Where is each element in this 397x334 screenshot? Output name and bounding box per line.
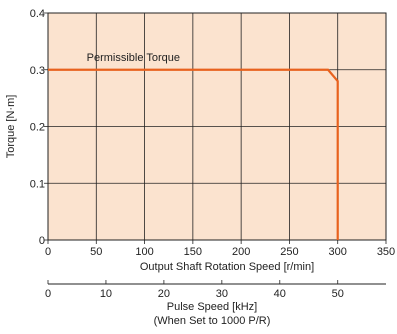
permissible-torque-annotation: Permissible Torque: [87, 52, 180, 64]
pulse-speed-axis: 0 10 20 30 40 50: [45, 280, 386, 300]
x-tick-label: 350: [377, 246, 395, 258]
pulse-tick-label: 30: [216, 288, 228, 300]
y-tick-label: 0.1: [30, 178, 45, 190]
pulse-tick-label: 50: [332, 288, 344, 300]
y-tick-labels: 0 0.1 0.2 0.3 0.4: [30, 8, 45, 247]
tick-marks: [44, 12, 387, 244]
x-tick-label: 300: [329, 246, 347, 258]
x-tick-label: 250: [280, 246, 298, 258]
series-group: [48, 68, 339, 240]
x-tick-label: 50: [90, 246, 102, 258]
pulse-speed-axis-note: (When Set to 1000 P/R): [154, 315, 271, 327]
pulse-tick-label: 20: [158, 288, 170, 300]
y-axis-label: Torque [N·m]: [5, 95, 17, 159]
y-tick-label: 0.3: [30, 65, 45, 77]
x-tick-labels: 0 50 100 150 200 250 300 350: [45, 246, 395, 258]
y-tick-label: 0: [39, 235, 45, 247]
x-axis-label: Output Shaft Rotation Speed [r/min]: [140, 261, 314, 273]
pulse-tick-label: 0: [45, 288, 51, 300]
x-tick-label: 200: [232, 246, 250, 258]
y-tick-label: 0.4: [30, 8, 45, 20]
y-tick-label: 0.2: [30, 122, 45, 134]
permissible-torque-line: [48, 68, 339, 240]
x-tick-label: 100: [135, 246, 153, 258]
x-tick-label: 0: [45, 246, 51, 258]
pulse-speed-axis-label: Pulse Speed [kHz]: [167, 301, 258, 313]
pulse-tick-label: 40: [274, 288, 286, 300]
x-tick-label: 150: [184, 246, 202, 258]
pulse-tick-label: 10: [100, 288, 112, 300]
